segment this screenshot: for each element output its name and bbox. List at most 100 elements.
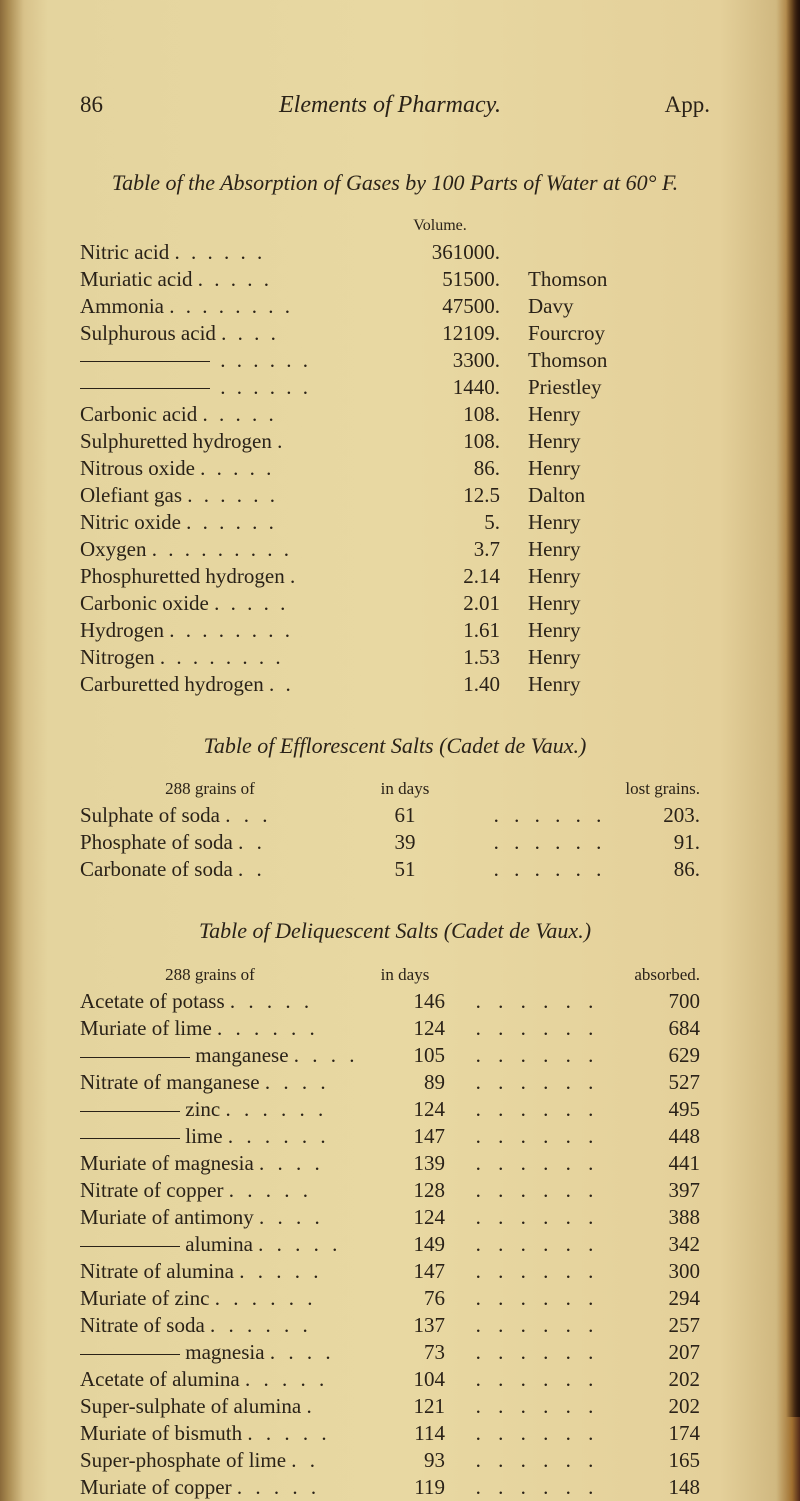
absorbed-value: 441 [630, 1150, 710, 1177]
gas-authority: Henry [528, 509, 710, 536]
leader-dots: . [306, 1394, 315, 1418]
gas-authority: Henry [528, 563, 710, 590]
salt-name: Muriate of lime . . . . . . [80, 1015, 375, 1042]
absorbed-value: 342 [630, 1231, 710, 1258]
leader-dots: . . . . . . [225, 1097, 327, 1121]
table-row: magnesia . . . . 73. . . . . .207 [80, 1339, 710, 1366]
grains-value: 203. [630, 802, 710, 829]
gas-authority: Henry [528, 617, 710, 644]
table-row: Acetate of alumina . . . . . 104. . . . … [80, 1366, 710, 1393]
ditto-rule [80, 1354, 180, 1355]
gas-authority: Fourcroy [528, 320, 710, 347]
table-row: . . . . . . 3300.Thomson [80, 347, 710, 374]
grains-value: 86. [630, 856, 710, 883]
absorbed-value: 294 [630, 1285, 710, 1312]
salt-name: Super-phosphate of lime . . [80, 1447, 375, 1474]
table-row: Hydrogen . . . . . . . . 1.61Henry [80, 617, 710, 644]
gas-label: Sulphuretted hydrogen . [80, 428, 380, 455]
table-row: Nitrous oxide . . . . . 86.Henry [80, 455, 710, 482]
gas-label: Sulphurous acid . . . . [80, 320, 380, 347]
days-value: 119 [375, 1474, 445, 1501]
table-row: Nitrogen . . . . . . . . 1.53Henry [80, 644, 710, 671]
days-value: 149 [375, 1231, 445, 1258]
leader-dots: . . . . . . [217, 1016, 319, 1040]
days-value: 124 [375, 1015, 445, 1042]
days-value: 39 [340, 829, 470, 856]
absorbed-value: 202 [630, 1366, 710, 1393]
leader-dots: . . . . [294, 1043, 359, 1067]
col-header: in days [340, 964, 470, 986]
table-row: lime . . . . . . 147. . . . . .448 [80, 1123, 710, 1150]
absorbed-value: 629 [630, 1042, 710, 1069]
days-value: 73 [375, 1339, 445, 1366]
gas-volume: 47500. [380, 293, 528, 320]
leader-dots: . . . . . . [445, 1096, 630, 1123]
days-value: 139 [375, 1150, 445, 1177]
days-value: 124 [375, 1204, 445, 1231]
table-row: Nitrate of alumina . . . . . 147. . . . … [80, 1258, 710, 1285]
leader-dots: . . . . . . [445, 1474, 630, 1501]
label-text: Carburetted hydrogen [80, 672, 269, 696]
leader-dots: . . . . . . [445, 1177, 630, 1204]
gas-label: Carbonic oxide . . . . . [80, 590, 380, 617]
label-text: Olefiant gas [80, 483, 187, 507]
leader-dots: . . . . . . [445, 988, 630, 1015]
leader-dots: . . . . . . [445, 1069, 630, 1096]
leader-dots: . . . . [259, 1205, 324, 1229]
gas-volume: 1440. [380, 374, 528, 401]
table-row: Phosphuretted hydrogen . 2.14Henry [80, 563, 710, 590]
absorbed-value: 527 [630, 1069, 710, 1096]
table-row: Sulphuretted hydrogen . 108.Henry [80, 428, 710, 455]
efflorescent-table: 288 grains of in days lost grains. Sulph… [80, 778, 710, 883]
gas-volume: 108. [380, 428, 528, 455]
col-header: in days [340, 778, 470, 800]
section-abbrev: App. [640, 90, 710, 120]
label-text: Nitric acid [80, 240, 174, 264]
leader-dots: . . . . [221, 321, 279, 345]
table-row: zinc . . . . . . 124. . . . . .495 [80, 1096, 710, 1123]
grains-value: 91. [630, 829, 710, 856]
gas-label: Nitric oxide . . . . . . [80, 509, 380, 536]
table-row: Oxygen . . . . . . . . . 3.7Henry [80, 536, 710, 563]
gas-label: Carburetted hydrogen . . [80, 671, 380, 698]
table-row: Carbonic oxide . . . . . 2.01Henry [80, 590, 710, 617]
salt-name: Nitrate of manganese . . . . [80, 1069, 375, 1096]
gas-authority: Thomson [528, 347, 710, 374]
days-value: 137 [375, 1312, 445, 1339]
leader-dots: . . . . . . [445, 1042, 630, 1069]
leader-dots: . . . . [265, 1070, 330, 1094]
leader-dots: . . . . . . [445, 1366, 630, 1393]
gases-caption: Table of the Absorption of Gases by 100 … [80, 169, 710, 198]
gas-authority: Priestley [528, 374, 710, 401]
table-row: Nitrate of copper . . . . . 128. . . . .… [80, 1177, 710, 1204]
table-row: Muriate of antimony . . . . 124. . . . .… [80, 1204, 710, 1231]
gas-volume: 108. [380, 401, 528, 428]
leader-dots: . . . . . [200, 456, 274, 480]
salt-name: Muriate of bismuth . . . . . [80, 1420, 375, 1447]
salt-name: Muriate of magnesia . . . . [80, 1150, 375, 1177]
leader-dots: . . . . . . . . [169, 618, 293, 642]
table-row: alumina . . . . . 149. . . . . .342 [80, 1231, 710, 1258]
leader-dots: . . . . . . [470, 802, 630, 829]
leader-dots: . . . . . . [186, 510, 277, 534]
gas-label: . . . . . . [80, 347, 380, 374]
leader-dots: . . . . . . [445, 1339, 630, 1366]
ditto-rule [80, 1138, 180, 1139]
days-value: 61 [340, 802, 470, 829]
leader-dots: . . . . . [245, 1367, 328, 1391]
table-row: Muriate of zinc . . . . . . 76. . . . . … [80, 1285, 710, 1312]
leader-dots: . . . [225, 803, 271, 827]
absorbed-value: 165 [630, 1447, 710, 1474]
absorbed-value: 388 [630, 1204, 710, 1231]
gas-volume: 1.61 [380, 617, 528, 644]
leader-dots: . . . . . . [228, 1124, 330, 1148]
salt-name: alumina . . . . . [80, 1231, 375, 1258]
gas-volume: 51500. [380, 266, 528, 293]
absorbed-value: 202 [630, 1393, 710, 1420]
leader-dots: . . . . . . [210, 1313, 312, 1337]
label-text: Sulphuretted hydrogen [80, 429, 277, 453]
salt-name: Super-sulphate of alumina . [80, 1393, 375, 1420]
gas-label: . . . . . . [80, 374, 380, 401]
leader-dots: . . . . . . [445, 1150, 630, 1177]
absorbed-value: 448 [630, 1123, 710, 1150]
